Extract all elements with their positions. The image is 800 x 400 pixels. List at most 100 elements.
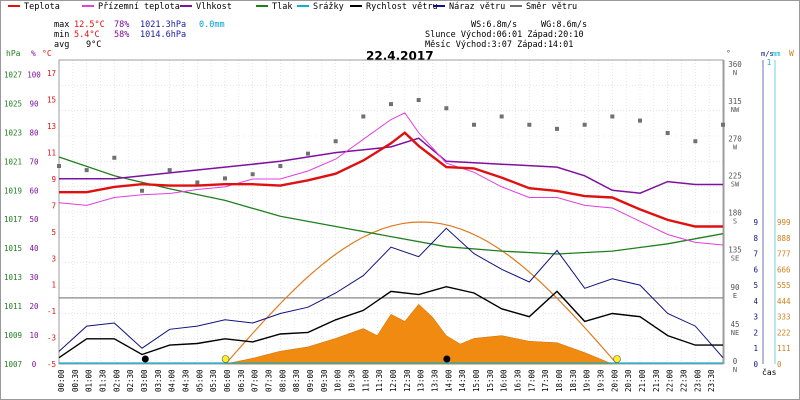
tick-label-time: 03:00 (140, 369, 149, 392)
tick-label-w: 999 (777, 218, 791, 227)
tick-label-percent: 10 (29, 331, 39, 340)
stat-max-press: 1021.3hPa (140, 20, 187, 30)
tick-label-w: 777 (777, 250, 791, 259)
tick-label-dir: 45 (730, 320, 739, 329)
tick-label-hpa: 1021 (4, 157, 22, 166)
stat-max-label: max (54, 20, 70, 30)
tick-label-hpa: 1017 (4, 215, 22, 224)
tick-label-percent: 90 (29, 99, 39, 108)
point-wind-direction (610, 114, 615, 119)
point-wind-direction (250, 172, 255, 177)
point-wind-direction (665, 131, 670, 135)
series-wind-gust (58, 227, 724, 359)
tick-label-percent: 0 (32, 360, 37, 369)
tick-label-time: 20:00 (610, 369, 619, 392)
point-wind-direction (112, 155, 117, 160)
series-wind-speed (58, 285, 723, 359)
axis-unit-temp: °C (42, 49, 52, 58)
tick-label-time: 16:00 (500, 369, 509, 392)
tick-label-ms: 2 (753, 328, 758, 337)
stat-avg-label: avg (54, 40, 70, 50)
tick-label-time: 13:00 (417, 369, 426, 392)
axis-unit-w: W (789, 49, 794, 58)
axis-unit-dir: ° (726, 49, 731, 58)
tick-label-percent: 80 (29, 128, 39, 137)
tick-label-time: 19:00 (583, 369, 592, 392)
marker-moonset (443, 355, 451, 363)
stat-ws: WS:6.8m/s (471, 20, 518, 30)
tick-label-time: 07:00 (251, 369, 260, 392)
tick-label-ms: 0 (753, 360, 758, 369)
stat-avg-temp: 9°C (86, 40, 102, 50)
tick-label-percent: 60 (29, 186, 39, 195)
point-wind-direction (140, 188, 144, 193)
series-solar-radiation (224, 303, 613, 365)
tick-label-time: 19:30 (597, 369, 606, 392)
tick-label-dir: 225 (728, 171, 742, 180)
tick-label-w: 333 (777, 313, 791, 322)
tick-label-hpa: 1013 (4, 273, 22, 282)
tick-label-time: 01:30 (99, 369, 108, 392)
tick-label-w: 666 (777, 265, 791, 274)
x-axis-label: čas (762, 368, 777, 377)
series-temperature (59, 131, 723, 228)
tick-label-dir: 0 (733, 357, 738, 366)
tick-label-time: 06:00 (223, 369, 232, 392)
tick-label-time: 00:30 (71, 369, 80, 392)
tick-label-time: 10:30 (348, 369, 357, 392)
tick-label-time: 18:00 (555, 369, 564, 392)
tick-label-time: 11:30 (375, 369, 384, 392)
tick-label-ms: 7 (753, 250, 758, 259)
legend-item-tlak: Tlak (256, 2, 292, 14)
tick-label-temp: -1 (47, 307, 56, 316)
legend-item-prizemni-teplota: Přízemní teplota (82, 2, 180, 14)
tick-label-temp: 5 (51, 228, 56, 237)
tick-label-time: 08:30 (292, 369, 301, 392)
point-wind-direction (638, 118, 642, 123)
tick-label-ms: 8 (753, 234, 758, 243)
legend-item-srazky: Srážky (297, 2, 344, 14)
series-pressure (58, 156, 724, 255)
tick-label-time: 14:30 (458, 369, 467, 392)
tick-label-temp: -3 (47, 334, 56, 343)
tick-label-ms: 4 (753, 297, 758, 306)
tick-label-w: 0 (777, 360, 782, 369)
tick-label-time: 21:30 (652, 369, 661, 392)
tick-label-time: 10:00 (334, 369, 343, 392)
stat-min-temp: 5.4°C (74, 30, 100, 40)
marker-sunset (613, 355, 621, 363)
tick-label-temp: 1 (51, 281, 56, 290)
stat-max-hum: 78% (114, 20, 130, 30)
tick-label-dir: 270 (728, 134, 742, 143)
point-wind-direction (555, 126, 559, 131)
tick-label-time: 18:30 (569, 369, 578, 392)
marker-sunrise (221, 355, 230, 363)
tick-label-ms: 9 (753, 218, 758, 227)
stat-min-label: min (54, 30, 70, 40)
tick-label-w: 111 (777, 344, 791, 353)
axis-unit-percent: % (31, 49, 36, 58)
point-wind-direction (84, 168, 89, 173)
tick-label-time: 06:30 (237, 369, 246, 392)
legend-item-rychlost-vetru: Rychlost větru (350, 2, 438, 14)
tick-label-time: 23:30 (707, 369, 716, 392)
tick-label-time: 04:30 (182, 369, 191, 392)
tick-label-time: 15:00 (472, 369, 481, 392)
tick-label-dir: 135 (728, 246, 742, 255)
tick-label-temp: 11 (47, 149, 56, 158)
tick-label-temp: 9 (51, 175, 56, 184)
tick-label-dir-name: N (733, 69, 737, 77)
tick-label-time: 17:00 (527, 369, 536, 392)
tick-label-percent: 70 (29, 157, 39, 166)
tick-label-time: 22:00 (666, 369, 675, 392)
tick-label-percent: 40 (29, 244, 39, 253)
tick-label-time: 02:30 (126, 369, 135, 392)
legend-item-teplota: Teplota (8, 2, 60, 14)
tick-label-time: 17:30 (541, 369, 550, 392)
tick-label-time: 23:00 (693, 369, 702, 392)
point-wind-direction (582, 122, 587, 127)
tick-label-time: 03:30 (154, 369, 163, 392)
tick-label-dir-name: S (733, 218, 737, 226)
point-wind-direction (416, 98, 421, 102)
point-wind-direction (167, 168, 172, 173)
